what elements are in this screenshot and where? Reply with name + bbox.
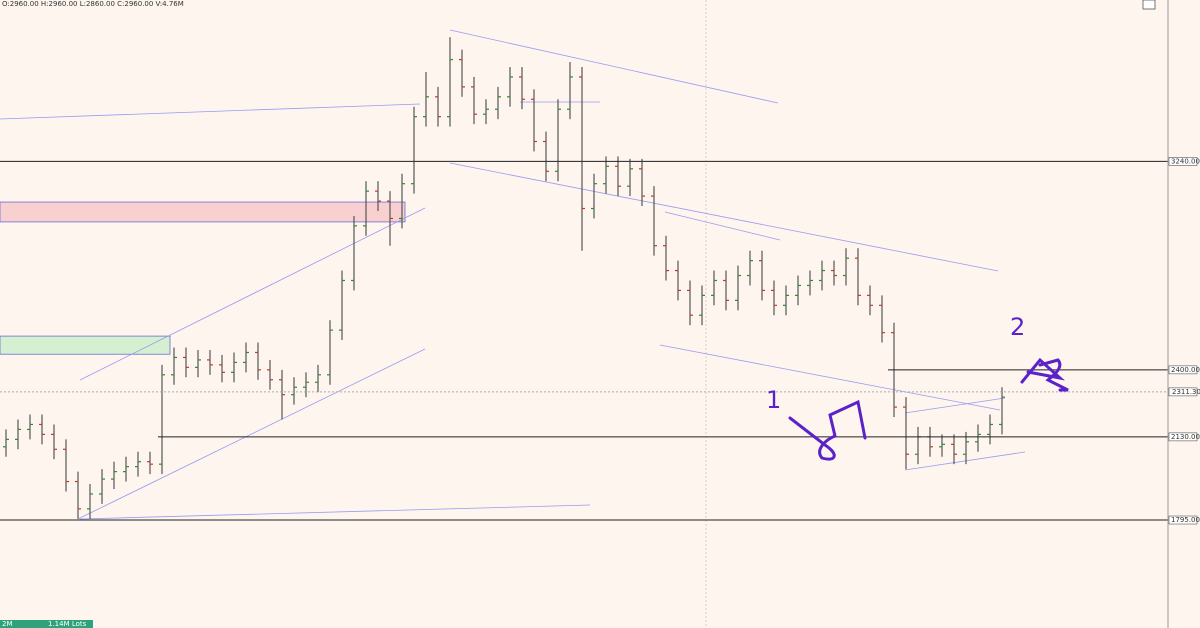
zone	[0, 201, 406, 223]
level-label-box	[1168, 515, 1198, 525]
handwriting	[788, 357, 1069, 461]
footer-left: 2M	[2, 620, 13, 628]
last-price-box	[1168, 387, 1198, 397]
last-price-label: 2311.30	[1172, 388, 1200, 396]
level-label-box	[1168, 365, 1198, 375]
trend-lines	[0, 29, 1026, 520]
volume-badge	[0, 620, 93, 628]
level-label: 2400.00	[1171, 366, 1200, 374]
annotation: 1	[766, 386, 781, 414]
ohlc-header: O:2960.00 H:2960.00 L:2860.00 C:2960.00 …	[2, 0, 184, 8]
level-label-box	[1168, 432, 1198, 442]
zone	[0, 335, 171, 355]
annotation: 2	[1010, 313, 1025, 341]
footer-volume: 1.14M Lots	[48, 620, 87, 628]
level-label: 1795.00	[1171, 516, 1200, 524]
level-label: 3240.00	[1171, 157, 1200, 165]
level-label-box	[1168, 157, 1198, 166]
toolbar-button[interactable]	[1142, 0, 1156, 10]
level-label: 2130.00	[1171, 433, 1200, 441]
